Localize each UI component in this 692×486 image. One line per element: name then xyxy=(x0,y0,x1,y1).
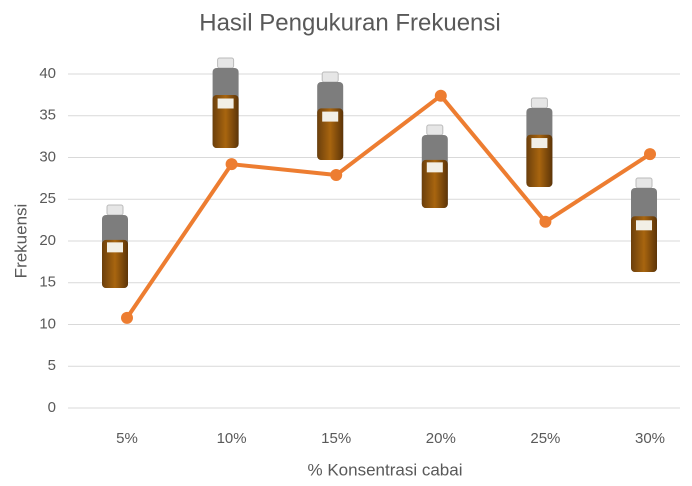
bottle-cap xyxy=(427,125,443,135)
x-tick-label: 20% xyxy=(426,430,456,447)
point xyxy=(121,312,133,324)
y-axis-title: Frekuensi xyxy=(11,204,30,279)
line xyxy=(127,96,650,318)
bottle-cap xyxy=(636,178,652,188)
bottle-label xyxy=(531,138,547,148)
bottle-label xyxy=(218,99,234,109)
y-tick-label: 0 xyxy=(48,399,56,416)
point xyxy=(226,158,238,170)
bottle-label xyxy=(427,162,443,172)
bottles xyxy=(102,58,657,288)
x-tick-label: 10% xyxy=(217,430,247,447)
bottle-label xyxy=(322,112,338,122)
bottle-cap xyxy=(322,72,338,82)
x-tick-label: 5% xyxy=(116,430,138,447)
y-tick-label: 30 xyxy=(39,148,56,165)
x-tick-label: 30% xyxy=(635,430,665,447)
point xyxy=(435,90,447,102)
x-axis-title: % Konsentrasi cabai xyxy=(308,460,463,479)
marks xyxy=(121,90,656,324)
y-tick-label: 10 xyxy=(39,315,56,332)
point xyxy=(539,216,551,228)
x-tick-label: 25% xyxy=(530,430,560,447)
bottle-label xyxy=(636,220,652,230)
y-tick-label: 15 xyxy=(39,274,56,291)
x-tick-label: 15% xyxy=(321,430,351,447)
chart-title: Hasil Pengukuran Frekuensi xyxy=(199,9,501,36)
point xyxy=(330,169,342,181)
y-tick-label: 25 xyxy=(39,190,56,207)
bottle-cap xyxy=(107,205,123,215)
y-tick-label: 35 xyxy=(39,107,56,124)
y-tick-label: 20 xyxy=(39,232,56,249)
grid: 0 5 10 15 20 25 30 35 40 5% 10% 15% 20% 25% 30% xyxy=(39,65,680,447)
chart: Hasil Pengukuran Frekuensi % Konsentrasi… xyxy=(0,0,692,486)
bottle-cap xyxy=(218,58,234,68)
y-tick-label: 40 xyxy=(39,65,56,82)
bottle-label xyxy=(107,242,123,252)
bottle-cap xyxy=(531,98,547,108)
point xyxy=(644,148,656,160)
y-tick-label: 5 xyxy=(48,357,56,374)
